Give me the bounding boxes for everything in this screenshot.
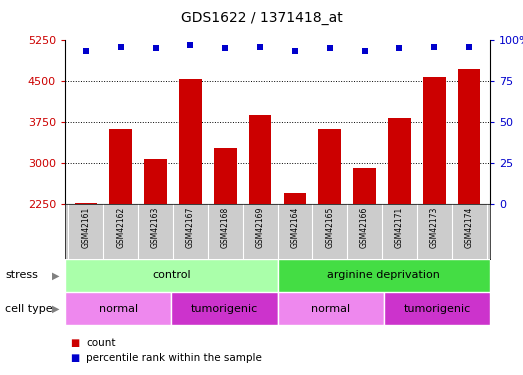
Text: cell type: cell type bbox=[5, 303, 53, 313]
Bar bbox=[278, 292, 384, 325]
Text: GDS1622 / 1371418_at: GDS1622 / 1371418_at bbox=[180, 11, 343, 25]
Bar bbox=[283, 192, 306, 327]
Text: percentile rank within the sample: percentile rank within the sample bbox=[86, 353, 262, 363]
Text: GSM42173: GSM42173 bbox=[430, 207, 439, 248]
Text: ▶: ▶ bbox=[52, 270, 60, 280]
Text: count: count bbox=[86, 338, 116, 348]
Bar bbox=[249, 116, 271, 327]
Point bbox=[221, 45, 230, 51]
Point bbox=[151, 45, 160, 51]
Text: GSM42174: GSM42174 bbox=[464, 207, 474, 248]
Text: control: control bbox=[152, 270, 190, 280]
Text: GSM42166: GSM42166 bbox=[360, 207, 369, 248]
Text: GSM42168: GSM42168 bbox=[221, 207, 230, 248]
Bar bbox=[65, 292, 171, 325]
Bar bbox=[144, 159, 167, 327]
Point bbox=[430, 44, 438, 50]
Text: tumorigenic: tumorigenic bbox=[191, 303, 258, 313]
Text: normal: normal bbox=[311, 303, 350, 313]
Bar bbox=[278, 259, 490, 292]
Bar bbox=[423, 77, 446, 327]
Bar bbox=[109, 129, 132, 327]
Text: ■: ■ bbox=[70, 353, 79, 363]
Text: GSM42165: GSM42165 bbox=[325, 207, 334, 248]
Text: ▶: ▶ bbox=[52, 303, 60, 313]
Text: GSM42171: GSM42171 bbox=[395, 207, 404, 248]
Point bbox=[395, 45, 404, 51]
Point bbox=[326, 45, 334, 51]
Bar bbox=[353, 168, 376, 327]
Text: stress: stress bbox=[5, 270, 38, 280]
Text: GSM42162: GSM42162 bbox=[116, 207, 125, 248]
Bar bbox=[75, 203, 97, 327]
Point bbox=[256, 44, 264, 50]
Point bbox=[82, 48, 90, 54]
Point bbox=[186, 42, 195, 48]
Text: GSM42163: GSM42163 bbox=[151, 207, 160, 248]
Bar bbox=[384, 292, 490, 325]
Text: GSM42164: GSM42164 bbox=[290, 207, 300, 248]
Point bbox=[360, 48, 369, 54]
Point bbox=[117, 44, 125, 50]
Text: normal: normal bbox=[98, 303, 138, 313]
Bar bbox=[171, 292, 278, 325]
Text: GSM42169: GSM42169 bbox=[256, 207, 265, 248]
Point bbox=[291, 48, 299, 54]
Text: GSM42161: GSM42161 bbox=[82, 207, 90, 248]
Bar bbox=[179, 80, 202, 327]
Bar bbox=[65, 259, 278, 292]
Text: tumorigenic: tumorigenic bbox=[403, 303, 471, 313]
Bar bbox=[388, 118, 411, 327]
Bar bbox=[214, 148, 236, 327]
Text: GSM42167: GSM42167 bbox=[186, 207, 195, 248]
Point bbox=[465, 44, 473, 50]
Text: ■: ■ bbox=[70, 338, 79, 348]
Text: arginine deprivation: arginine deprivation bbox=[327, 270, 440, 280]
Bar bbox=[319, 129, 341, 327]
Bar bbox=[458, 69, 481, 327]
